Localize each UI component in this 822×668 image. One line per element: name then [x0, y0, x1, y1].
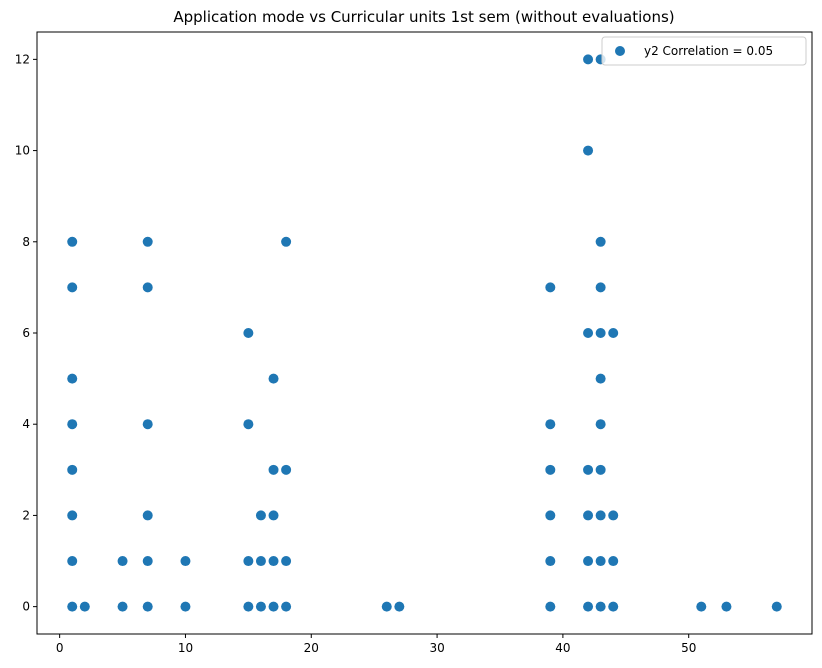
data-point [268, 373, 279, 384]
data-point [545, 419, 556, 430]
data-point [394, 601, 405, 612]
data-point [595, 419, 606, 430]
data-point [67, 282, 78, 293]
data-point [595, 373, 606, 384]
data-point [583, 145, 594, 156]
data-point [595, 601, 606, 612]
y-tick-label: 6 [22, 326, 30, 340]
data-point [595, 556, 606, 567]
data-point [255, 510, 266, 521]
data-point [142, 556, 153, 567]
data-point [545, 464, 556, 475]
data-point [142, 419, 153, 430]
y-tick-label: 12 [15, 52, 30, 66]
data-point [281, 464, 292, 475]
x-tick-label: 40 [555, 641, 570, 655]
data-point [583, 510, 594, 521]
data-point [583, 601, 594, 612]
data-point [583, 54, 594, 65]
data-point [180, 556, 191, 567]
data-point [67, 510, 78, 521]
data-point [180, 601, 191, 612]
data-point [79, 601, 90, 612]
data-point [243, 601, 254, 612]
data-point [255, 601, 266, 612]
chart-title: Application mode vs Curricular units 1st… [173, 8, 674, 26]
data-point [595, 328, 606, 338]
y-tick-label: 8 [22, 235, 30, 249]
data-point [67, 419, 78, 430]
data-point [545, 510, 556, 521]
data-point [142, 510, 153, 521]
data-point [268, 510, 279, 521]
data-point [268, 556, 279, 567]
data-point [608, 328, 619, 338]
legend: y2 Correlation = 0.05 [601, 36, 807, 66]
data-point [142, 601, 153, 612]
x-tick-label: 0 [56, 641, 64, 655]
data-point [771, 601, 782, 612]
data-point [721, 601, 732, 612]
data-point [243, 419, 254, 430]
x-tick-label: 50 [681, 641, 696, 655]
data-point [595, 510, 606, 521]
data-point [595, 464, 606, 475]
y-axis: 0 2 4 6 8 10 12 [15, 52, 37, 614]
data-point [608, 510, 619, 521]
data-point [281, 556, 292, 567]
data-point [583, 328, 594, 338]
y-tick-label: 4 [22, 417, 30, 431]
data-point [255, 556, 266, 567]
data-point [117, 556, 128, 567]
plot-area-frame [36, 31, 813, 635]
data-point [545, 556, 556, 567]
data-point [67, 373, 78, 384]
data-point [281, 601, 292, 612]
data-point [67, 601, 78, 612]
data-point [608, 556, 619, 567]
x-axis: 0 10 20 30 40 50 [56, 634, 696, 655]
x-tick-label: 20 [304, 641, 319, 655]
data-points [67, 54, 782, 612]
data-point [545, 282, 556, 293]
data-point [281, 236, 292, 247]
data-point [67, 464, 78, 475]
data-point [67, 556, 78, 567]
data-point [268, 601, 279, 612]
data-point [696, 601, 707, 612]
y-tick-label: 0 [22, 600, 30, 614]
data-point [608, 601, 619, 612]
data-point [67, 236, 78, 247]
legend-label: y2 Correlation = 0.05 [644, 44, 773, 58]
data-point [142, 282, 153, 293]
data-point [117, 601, 128, 612]
legend-box [601, 36, 807, 66]
x-tick-label: 30 [429, 641, 444, 655]
data-point [583, 556, 594, 567]
data-point [595, 236, 606, 247]
data-point [595, 282, 606, 293]
data-point [243, 328, 254, 338]
data-point [545, 601, 556, 612]
y-tick-label: 10 [15, 144, 30, 158]
x-tick-label: 10 [178, 641, 193, 655]
data-point [381, 601, 392, 612]
y-tick-label: 2 [22, 508, 30, 522]
legend-marker [615, 46, 625, 56]
data-point [243, 556, 254, 567]
data-point [583, 464, 594, 475]
data-point [268, 464, 279, 475]
data-point [142, 236, 153, 247]
